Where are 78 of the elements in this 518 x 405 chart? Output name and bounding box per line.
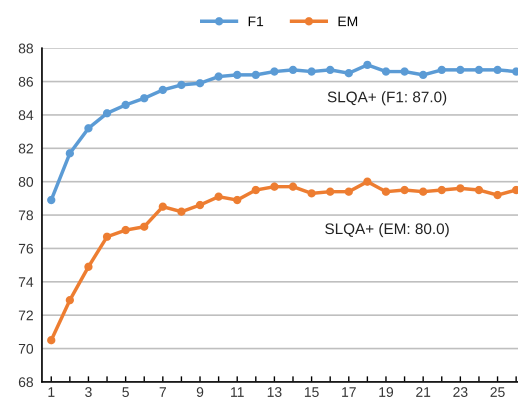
point — [158, 202, 167, 211]
point — [438, 66, 446, 74]
point — [47, 336, 56, 344]
point — [270, 182, 279, 191]
point — [102, 232, 112, 241]
x-tick-label: 21 — [416, 387, 430, 397]
x-tick-label: 15 — [304, 387, 319, 397]
point — [418, 188, 428, 196]
y-tick-label: 72 — [18, 310, 33, 320]
point — [493, 66, 502, 74]
annotation: SLQA+ (EM: 80.0) — [325, 222, 449, 238]
point — [288, 66, 298, 74]
point — [344, 188, 353, 196]
legend-label: EM — [338, 16, 358, 26]
point — [214, 192, 223, 201]
point — [363, 178, 372, 186]
y-tick-label: 80 — [18, 177, 34, 187]
point — [252, 70, 260, 80]
y-tick-label: 82 — [18, 144, 33, 154]
point — [382, 188, 390, 196]
x-tick-label: 9 — [196, 387, 204, 397]
x-tick-label: 17 — [342, 387, 356, 397]
y-tick-label: 70 — [18, 344, 34, 354]
point — [66, 149, 74, 158]
y-tick-label: 76 — [18, 244, 34, 254]
point — [196, 79, 204, 88]
x-tick-label: 13 — [268, 387, 282, 397]
x-tick-label: 7 — [160, 387, 166, 397]
point — [84, 262, 93, 271]
point — [121, 100, 130, 110]
point — [344, 69, 353, 78]
y-tick-label: 88 — [18, 44, 34, 54]
point — [177, 80, 186, 90]
point — [493, 190, 502, 200]
point — [307, 189, 316, 198]
x-tick-label: 5 — [122, 387, 129, 397]
point — [326, 188, 334, 196]
point — [47, 196, 56, 204]
point — [233, 70, 242, 80]
x-tick-label: 11 — [231, 387, 244, 397]
y-tick-label: 84 — [18, 110, 34, 120]
point — [102, 109, 112, 118]
point — [66, 296, 74, 304]
point — [270, 67, 279, 76]
point — [456, 184, 465, 193]
point — [84, 124, 93, 132]
point — [326, 66, 334, 74]
point — [158, 86, 167, 94]
y-tick-label: 74 — [18, 277, 34, 287]
x-tick-label: 19 — [379, 387, 394, 397]
point — [288, 182, 298, 191]
point — [196, 200, 204, 210]
annotation: SLQA+ (F1: 87.0) — [328, 91, 446, 106]
point — [400, 67, 409, 76]
point — [121, 226, 130, 234]
x-tick-label: 23 — [453, 387, 468, 397]
point — [307, 67, 316, 76]
y-tick-label: 86 — [18, 76, 34, 87]
point — [456, 66, 465, 74]
x-tick-label: 3 — [85, 387, 92, 397]
y-tick-label: 68 — [18, 377, 34, 388]
point — [474, 66, 484, 74]
point — [233, 196, 242, 204]
point — [140, 222, 148, 231]
point — [418, 70, 428, 80]
y-tick-label: 78 — [18, 210, 34, 220]
point — [438, 186, 446, 194]
legend-label: F1 — [248, 16, 264, 26]
point — [474, 186, 484, 194]
point — [252, 186, 260, 194]
point — [140, 94, 148, 102]
point — [214, 72, 223, 81]
point — [382, 67, 390, 76]
x-tick-label: 1 — [48, 387, 54, 397]
x-tick-label: 25 — [490, 387, 505, 397]
point — [177, 208, 186, 216]
point — [400, 186, 409, 194]
point — [363, 60, 372, 70]
